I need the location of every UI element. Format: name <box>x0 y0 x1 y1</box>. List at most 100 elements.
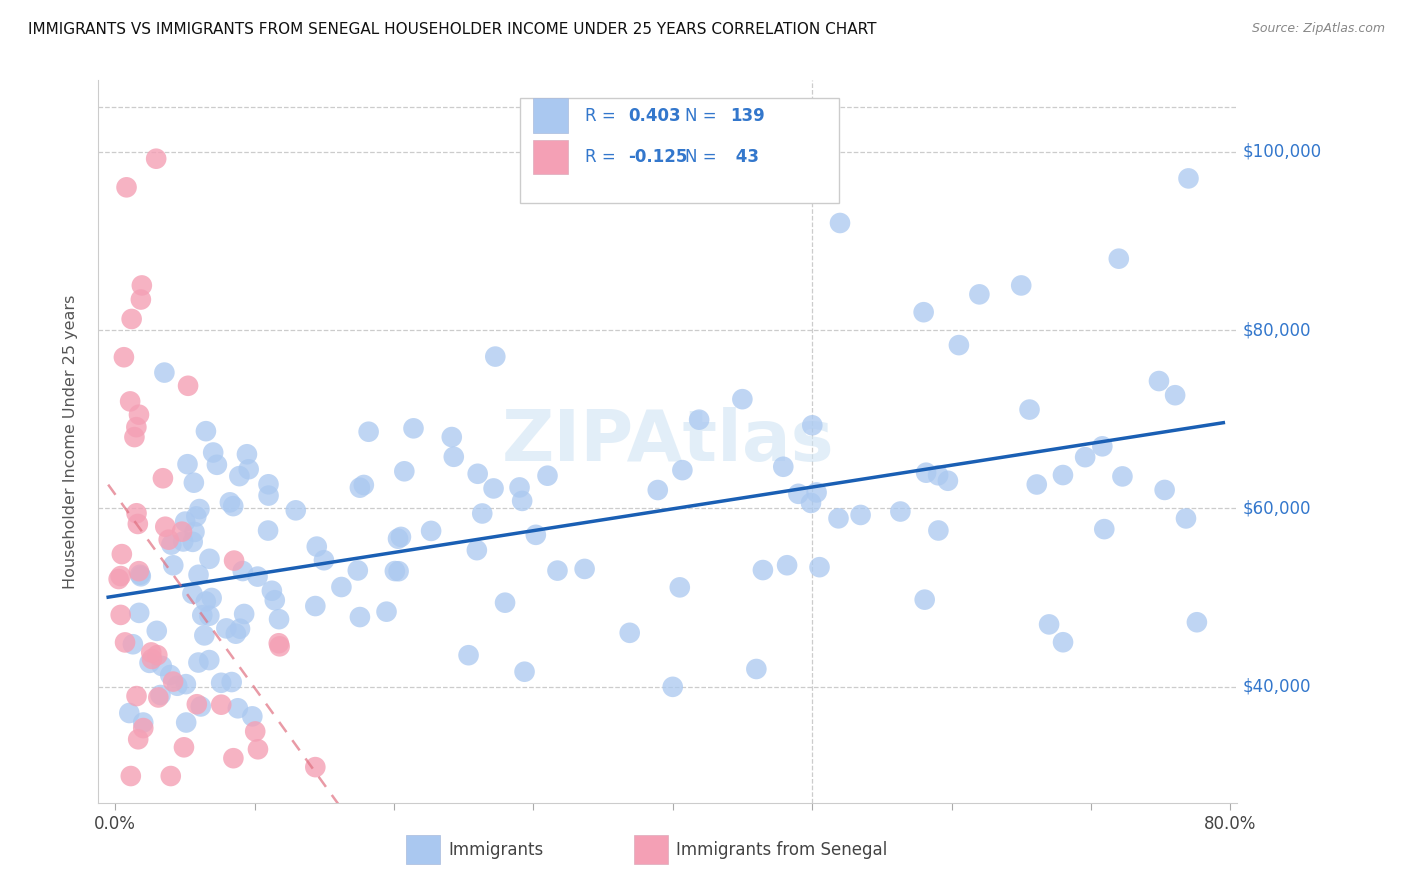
Point <box>787 487 810 501</box>
Point <box>484 350 506 364</box>
Point <box>257 489 280 503</box>
Point <box>170 524 193 539</box>
FancyBboxPatch shape <box>634 835 668 864</box>
Text: $60,000: $60,000 <box>1243 500 1312 517</box>
Point <box>889 504 911 518</box>
Point <box>209 675 232 690</box>
Point <box>125 689 148 703</box>
Point <box>349 481 371 495</box>
Point <box>205 458 228 472</box>
Point <box>132 721 155 735</box>
Point <box>233 607 256 621</box>
Point <box>125 506 148 520</box>
Point <box>138 656 160 670</box>
Point <box>389 530 412 544</box>
FancyBboxPatch shape <box>520 98 839 203</box>
Point <box>127 732 149 747</box>
FancyBboxPatch shape <box>406 835 440 864</box>
Point <box>181 534 204 549</box>
Point <box>661 680 683 694</box>
Point <box>808 560 831 574</box>
Point <box>221 675 243 690</box>
Point <box>124 430 146 444</box>
Point <box>153 366 176 380</box>
Point <box>141 652 163 666</box>
Point <box>806 485 828 500</box>
Point <box>346 564 368 578</box>
Point <box>181 587 204 601</box>
Point <box>384 564 406 578</box>
Point <box>1164 388 1187 402</box>
Point <box>128 564 150 578</box>
Point <box>238 462 260 476</box>
Point <box>927 468 949 483</box>
Point <box>402 421 425 435</box>
Point <box>668 580 690 594</box>
FancyBboxPatch shape <box>533 139 568 174</box>
Point <box>284 503 307 517</box>
Point <box>193 628 215 642</box>
Point <box>187 567 209 582</box>
Point <box>176 457 198 471</box>
Point <box>776 558 799 573</box>
Point <box>387 532 409 546</box>
Point <box>482 482 505 496</box>
Point <box>177 378 200 392</box>
Text: N =: N = <box>685 148 721 166</box>
Point <box>536 468 558 483</box>
Point <box>186 509 208 524</box>
Point <box>160 538 183 552</box>
Point <box>375 605 398 619</box>
Point <box>420 524 443 538</box>
Point <box>222 751 245 765</box>
Point <box>122 637 145 651</box>
Point <box>349 610 371 624</box>
Point <box>236 447 259 461</box>
Point <box>159 668 181 682</box>
Point <box>129 569 152 583</box>
Point <box>263 593 285 607</box>
Text: $40,000: $40,000 <box>1243 678 1312 696</box>
Point <box>304 599 326 613</box>
Point <box>524 528 547 542</box>
Point <box>166 679 188 693</box>
Text: R =: R = <box>585 148 620 166</box>
Point <box>745 662 768 676</box>
Point <box>731 392 754 406</box>
Point <box>190 699 212 714</box>
Point <box>131 278 153 293</box>
Point <box>494 596 516 610</box>
Point <box>1185 615 1208 630</box>
Point <box>357 425 380 439</box>
Point <box>107 572 129 586</box>
Point <box>146 648 169 662</box>
Point <box>187 656 209 670</box>
Point <box>509 480 531 494</box>
Point <box>155 519 177 533</box>
Point <box>269 640 291 654</box>
Point <box>145 152 167 166</box>
Point <box>114 635 136 649</box>
Point <box>159 769 181 783</box>
Point <box>1147 374 1170 388</box>
Text: IMMIGRANTS VS IMMIGRANTS FROM SENEGAL HOUSEHOLDER INCOME UNDER 25 YEARS CORRELAT: IMMIGRANTS VS IMMIGRANTS FROM SENEGAL HO… <box>28 22 876 37</box>
Point <box>1108 252 1130 266</box>
Point <box>112 350 135 364</box>
Point <box>330 580 353 594</box>
Point <box>1177 171 1199 186</box>
Point <box>228 469 250 483</box>
Text: 43: 43 <box>731 148 759 166</box>
Point <box>120 394 142 409</box>
Text: Source: ZipAtlas.com: Source: ZipAtlas.com <box>1251 22 1385 36</box>
Text: 139: 139 <box>731 107 765 125</box>
Point <box>183 475 205 490</box>
Point <box>305 540 328 554</box>
Point <box>1038 617 1060 632</box>
Point <box>688 412 710 426</box>
Point <box>141 645 163 659</box>
Point <box>574 562 596 576</box>
Point <box>174 677 197 691</box>
Point <box>443 450 465 464</box>
Point <box>1175 511 1198 525</box>
Point <box>152 471 174 485</box>
